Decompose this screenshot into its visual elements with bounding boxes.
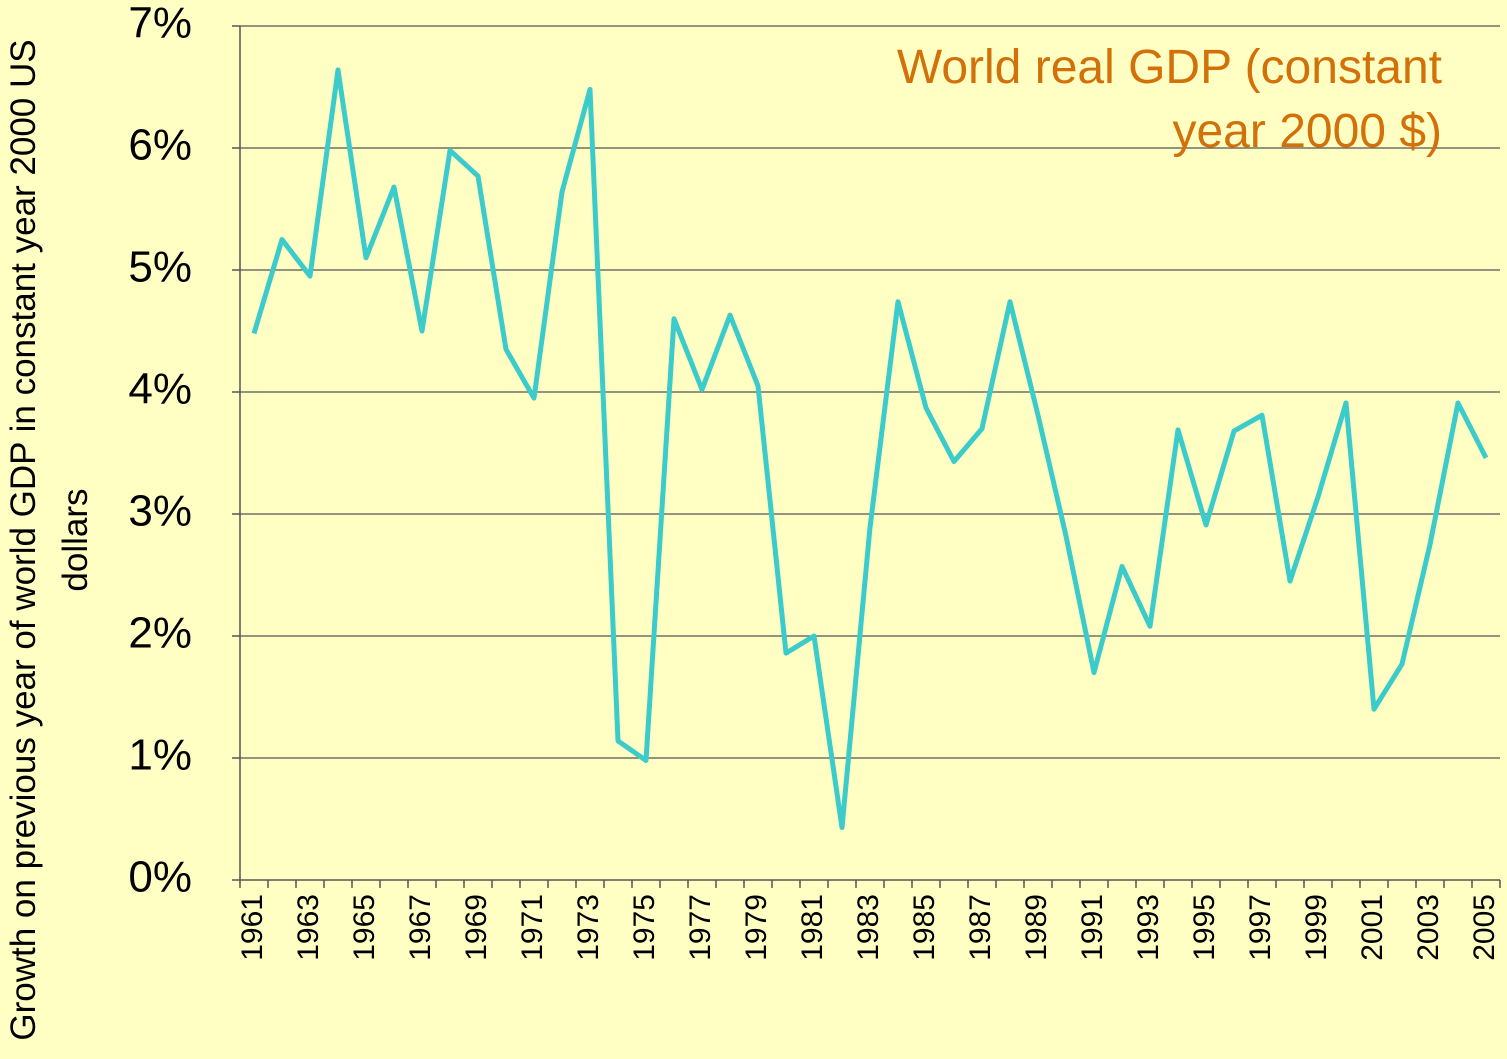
x-tick-label: 1983 [852,894,885,961]
y-tick-label: 4% [128,365,192,414]
y-tick-label: 5% [128,243,192,292]
x-tick-label: 1965 [348,894,381,961]
x-tick-label: 1969 [460,894,493,961]
data-line [251,67,1489,831]
x-tick-label: 1975 [628,894,661,961]
y-tick-label: 2% [128,609,192,658]
x-tick-label: 1973 [572,894,605,961]
x-tick-label: 1971 [516,894,549,961]
x-tick-label: 1963 [292,894,325,961]
x-tick-label: 1997 [1244,894,1277,961]
x-tick-label: 1993 [1132,894,1165,961]
x-tick-label: 1999 [1300,894,1333,961]
y-tick-label: 0% [128,853,192,902]
y-tick-label: 1% [128,731,192,780]
x-tick-label: 1987 [964,894,997,961]
x-tick-label: 1989 [1020,894,1053,961]
y-tick-label: 3% [128,487,192,536]
y-tick-label: 7% [128,0,192,48]
chart-title: World real GDP (constant year 2000 $) [896,41,1442,158]
x-tick-label: 2003 [1412,894,1445,961]
x-tick-label: 1995 [1188,894,1221,961]
x-tick-label: 1977 [684,894,717,961]
x-tick-label: 2005 [1468,894,1501,961]
y-axis-label: Growth on previous year of world GDP in … [4,39,95,1041]
x-tick-label: 1979 [740,894,773,961]
x-tick-label: 1967 [404,894,437,961]
y-tick-label: 6% [128,121,192,170]
x-tick-label: 1991 [1076,894,1109,961]
x-tick-label: 1981 [796,894,829,961]
x-tick-label: 1985 [908,894,941,961]
x-tick-label: 2001 [1356,894,1389,961]
x-tick-label: 1961 [236,894,269,961]
